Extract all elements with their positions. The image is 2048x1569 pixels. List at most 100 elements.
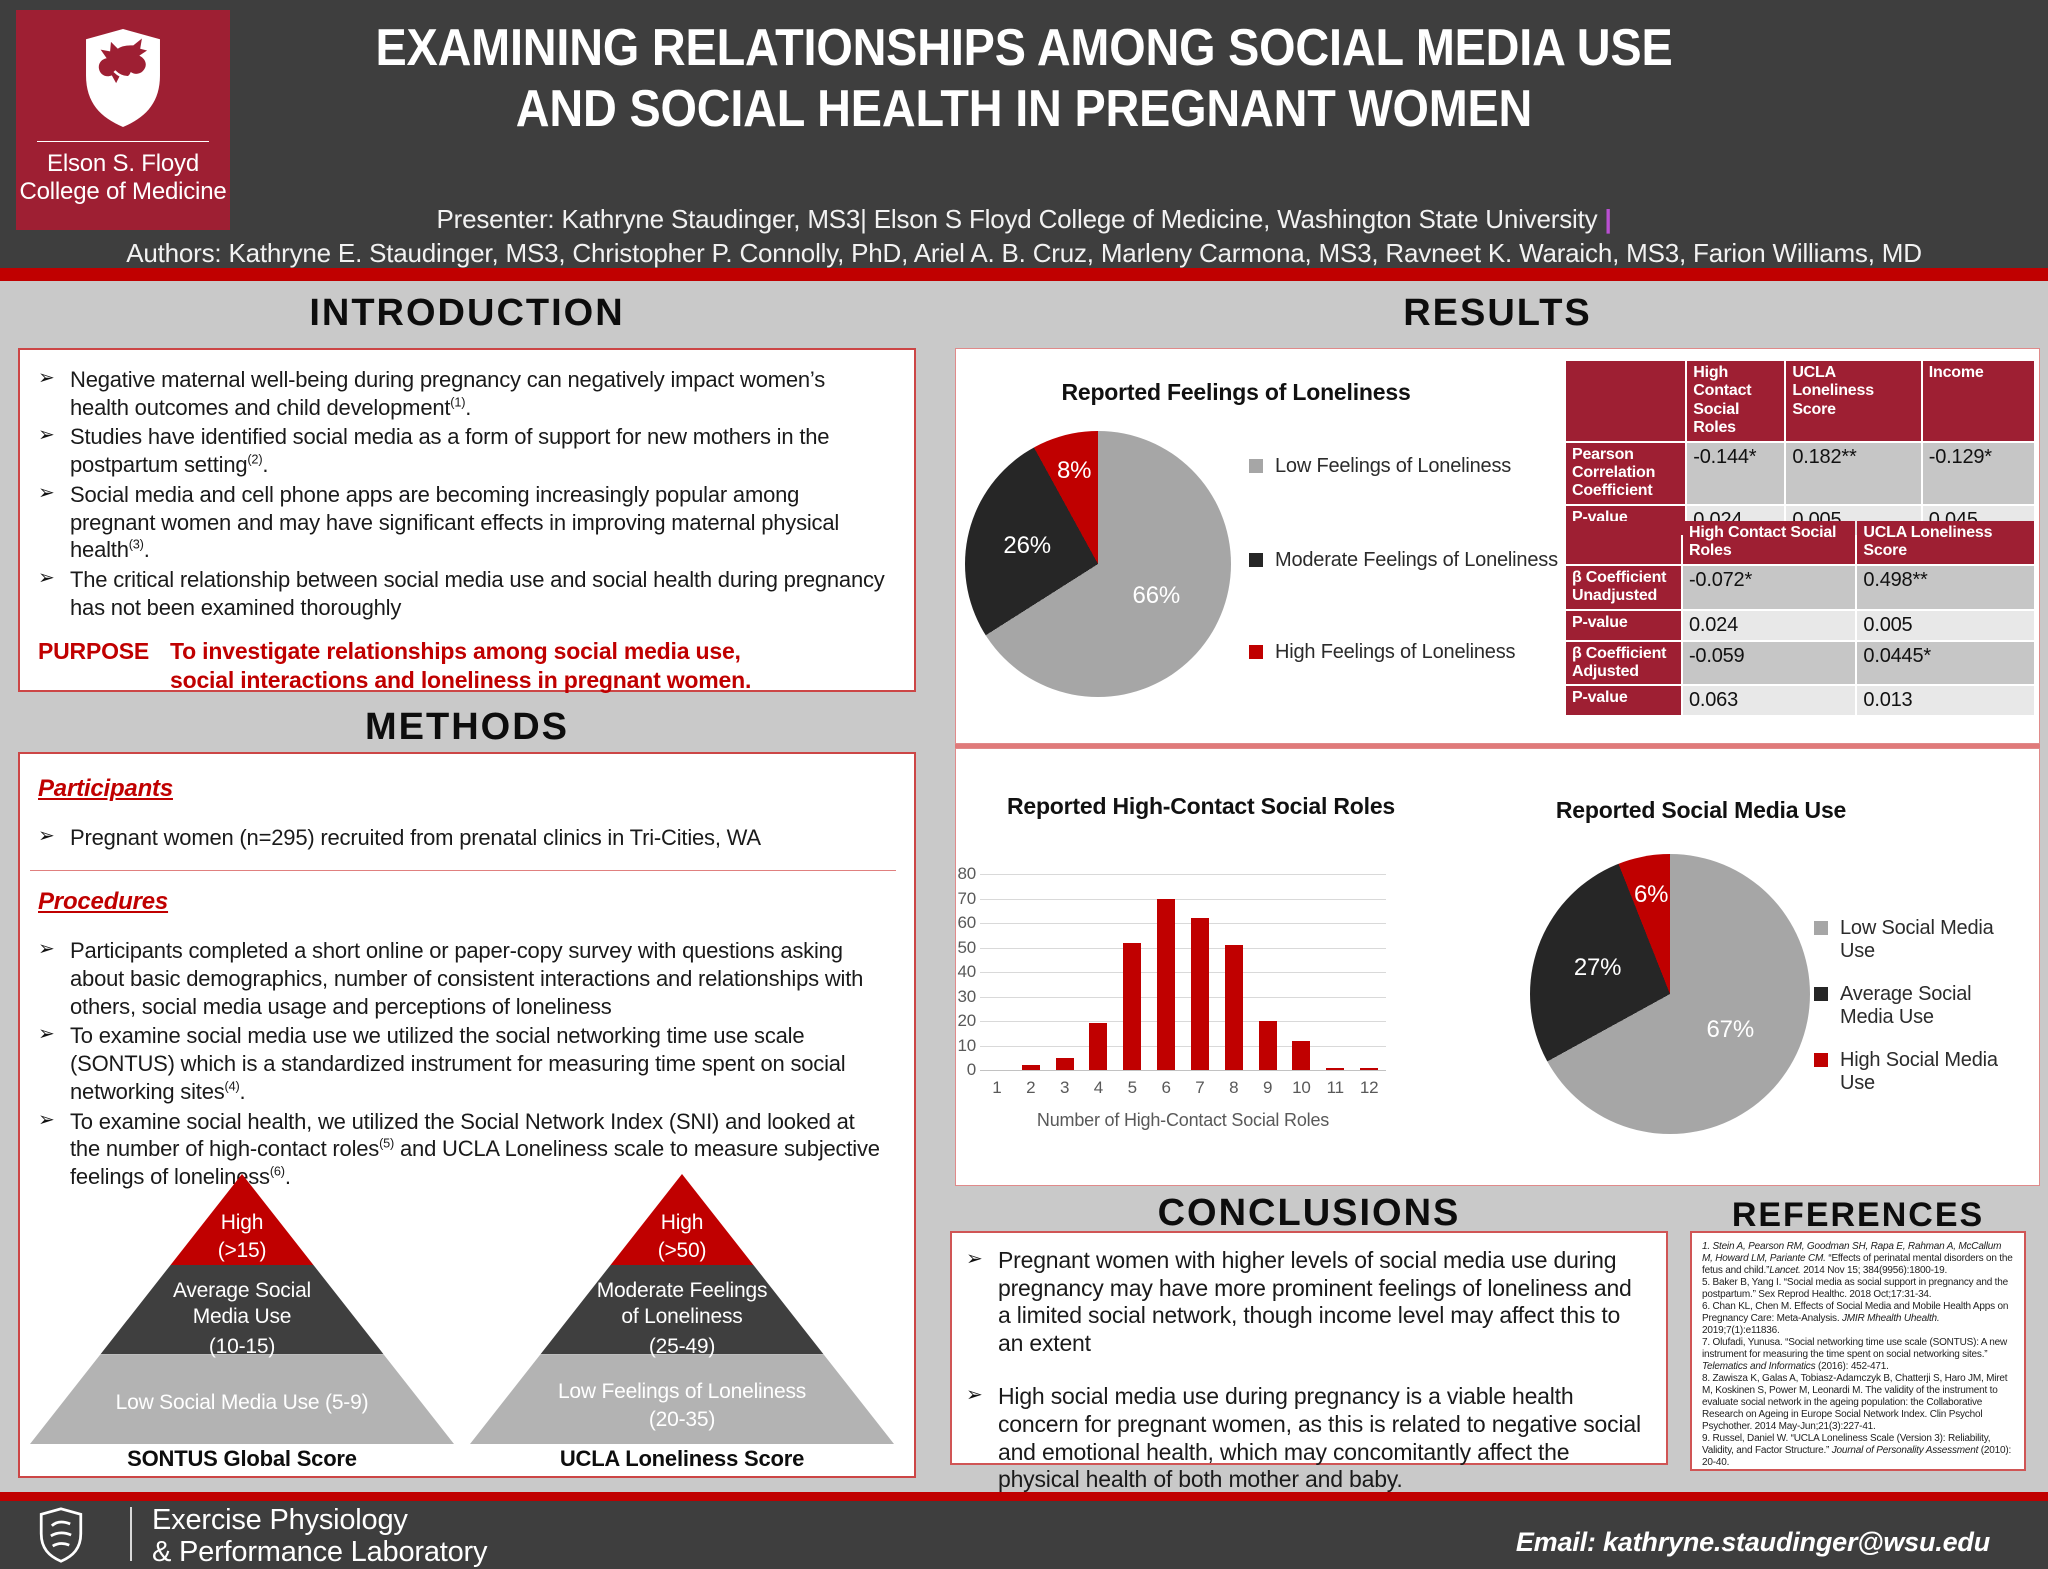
- legend-swatch: [1249, 459, 1263, 473]
- bullet-item: ➢ Pregnant women with higher levels of so…: [966, 1247, 1646, 1357]
- bullet-item: ➢ High social media use during pregnancy …: [966, 1383, 1646, 1493]
- table-cell: -0.129*: [1922, 442, 2034, 504]
- x-axis-tick-label: 7: [1195, 1078, 1205, 1097]
- presenter-text: Presenter: Kathryne Staudinger, MS3| Els…: [436, 204, 1605, 234]
- logo-college-name-line1: Elson S. Floyd: [47, 150, 199, 177]
- gridline: [980, 1021, 1386, 1022]
- pyramid-label: (>15): [217, 1239, 267, 1262]
- results-panel-divider: [955, 744, 2040, 748]
- legend-swatch: [1249, 553, 1263, 567]
- bar: [1292, 1040, 1311, 1070]
- conclusions-bullet-list: ➢ Pregnant women with higher levels of so…: [952, 1233, 1666, 1530]
- pyramid-label: Low Social Media Use (5-9): [115, 1391, 369, 1414]
- wsu-cougar-shield-icon: [86, 28, 160, 128]
- legend-item: High Social Media Use: [1814, 1049, 2025, 1095]
- legend-item: Average Social Media Use: [1814, 983, 2025, 1029]
- bullet-text: To examine social media use we utilized …: [70, 1023, 846, 1104]
- ucla-pyramid-caption: UCLA Loneliness Score: [559, 1446, 805, 1471]
- social-media-pie-chart: 67% 27% 6%: [1530, 854, 1810, 1134]
- bullet-item: ➢ Participants completed a short online o…: [38, 937, 888, 1020]
- pyramid-label: High: [660, 1211, 704, 1234]
- table-cell: -0.072*: [1682, 565, 1856, 609]
- pie-slice-label: 8%: [1057, 457, 1092, 485]
- methods-section-divider: [30, 869, 896, 871]
- gridline: [980, 923, 1386, 924]
- footer-divider: [130, 1507, 132, 1561]
- bullet-text: To examine social health, we utilized th…: [70, 1108, 880, 1189]
- bar: [1021, 1065, 1040, 1070]
- bullet-text: Pregnant women (n=295) recruited from pr…: [70, 825, 761, 851]
- sontus-pyramid-caption: SONTUS Global Score: [127, 1446, 357, 1471]
- footer-bar: Exercise Physiology & Performance Labora…: [0, 1501, 2048, 1569]
- presenter-line: Presenter: Kathryne Staudinger, MS3| Els…: [0, 204, 2048, 235]
- legend-item: Moderate Feelings of Loneliness: [1249, 549, 1558, 572]
- lab-name-line1: Exercise Physiology: [152, 1504, 408, 1536]
- participants-heading: Participants: [38, 775, 173, 802]
- x-axis-tick-label: 11: [1326, 1078, 1344, 1097]
- bar: [1190, 918, 1209, 1070]
- authors-line: Authors: Kathryne E. Staudinger, MS3, Ch…: [126, 238, 1922, 268]
- pie-slice-label: 27%: [1573, 953, 1622, 981]
- citation-superscript: (6): [269, 1163, 285, 1179]
- pyramid-label: Average Social: [172, 1279, 312, 1302]
- citation-superscript: (1): [450, 394, 466, 410]
- poster-title-line2: AND SOCIAL HEALTH IN PREGNANT WOMEN: [515, 80, 1533, 139]
- pyramid-label: (25-49): [648, 1335, 716, 1358]
- table-row-label: P-value: [1566, 686, 1681, 716]
- legend-label: High Feelings of Loneliness: [1275, 641, 1516, 663]
- college-logo: Elson S. Floyd College of Medicine: [16, 10, 230, 230]
- legend-label: Moderate Feelings of Loneliness: [1275, 549, 1558, 571]
- bar: [1055, 1057, 1074, 1070]
- bullet-arrow-icon: ➢: [966, 1384, 983, 1407]
- regression-table: High Contact Social Roles UCLA Loneliness…: [1564, 519, 2036, 717]
- text-cursor: |: [1604, 204, 1612, 234]
- pyramid-label: Moderate Feelings: [596, 1279, 768, 1302]
- table-row: Pearson Correlation Coefficient -0.144* 0.…: [1566, 442, 2034, 504]
- bullet-item: ➢ Negative maternal well-being during pre…: [38, 366, 888, 421]
- purpose-statement: PURPOSE To investigate relationships amo…: [38, 637, 888, 693]
- x-axis-title: Number of High-Contact Social Roles: [1036, 1110, 1330, 1130]
- bar: [1123, 942, 1142, 1070]
- pyramid-label: Media Use: [192, 1305, 292, 1328]
- y-axis-tick-label: 0: [966, 1060, 976, 1079]
- pie-slice-label: 26%: [1003, 531, 1051, 559]
- table-header-cell: UCLA Loneliness Score: [1786, 361, 1921, 441]
- loneliness-pie-chart: 66% 26% 8%: [965, 431, 1231, 697]
- bullet-text: The critical relationship between social…: [70, 567, 885, 620]
- pyramid-low-band: [30, 1354, 454, 1444]
- y-axis-tick-label: 50: [957, 937, 976, 957]
- x-axis-tick-label: 1: [992, 1078, 1002, 1097]
- table-cell: -0.059: [1682, 641, 1856, 685]
- table-row: P-value 0.024 0.005: [1566, 610, 2034, 640]
- gridline: [980, 874, 1386, 875]
- table-cell: 0.063: [1682, 686, 1856, 716]
- x-axis-tick-label: 8: [1229, 1078, 1239, 1097]
- table-row: β Coefficient Unadjusted -0.072* 0.498**: [1566, 565, 2034, 609]
- bar: [1326, 1067, 1345, 1070]
- bullet-item: ➢ Studies have identified social media as…: [38, 423, 888, 478]
- bullet-arrow-icon: ➢: [966, 1248, 983, 1270]
- pie-slice-label: 66%: [1132, 582, 1181, 610]
- bullet-arrow-icon: ➢: [38, 481, 55, 504]
- bullet-arrow-icon: ➢: [38, 938, 55, 961]
- legend-item: High Feelings of Loneliness: [1249, 641, 1516, 664]
- x-axis-tick-label: 12: [1359, 1078, 1379, 1097]
- table-row-label: P-value: [1566, 610, 1681, 640]
- bullet-arrow-icon: ➢: [38, 825, 55, 848]
- y-axis-tick-label: 30: [957, 986, 976, 1006]
- purpose-label: PURPOSE: [38, 638, 150, 665]
- pyramid-label: High: [220, 1211, 264, 1234]
- table-row-label: β Coefficient Unadjusted: [1566, 565, 1681, 609]
- lab-name: Exercise Physiology & Performance Labora…: [152, 1504, 488, 1569]
- pie-slice-label: 6%: [1633, 880, 1669, 908]
- x-axis-tick-label: 9: [1262, 1078, 1273, 1097]
- bullet-arrow-icon: ➢: [38, 1023, 55, 1046]
- results-panel-top: Reported Feelings of Loneliness 66% 26% 8%…: [955, 348, 2040, 744]
- social-roles-bar-chart: Reported High-Contact Social Roles 0 10 20 3…: [956, 749, 1426, 1187]
- reference-item: 6. Chan KL, Chen M. Effects of Social Me…: [1702, 1301, 2009, 1336]
- table-header-row: High Contact Social Roles UCLA Loneliness…: [1566, 521, 2034, 564]
- table-header-row: High Contact Social Roles UCLA Loneliness…: [1566, 361, 2034, 441]
- legend-swatch: [1814, 921, 1828, 935]
- sontus-score-pyramid: High (>15) Average Social Media Use (10-…: [30, 1174, 454, 1444]
- references-box: 1. Stein A, Pearson RM, Goodman SH, Rapa…: [1690, 1231, 2026, 1471]
